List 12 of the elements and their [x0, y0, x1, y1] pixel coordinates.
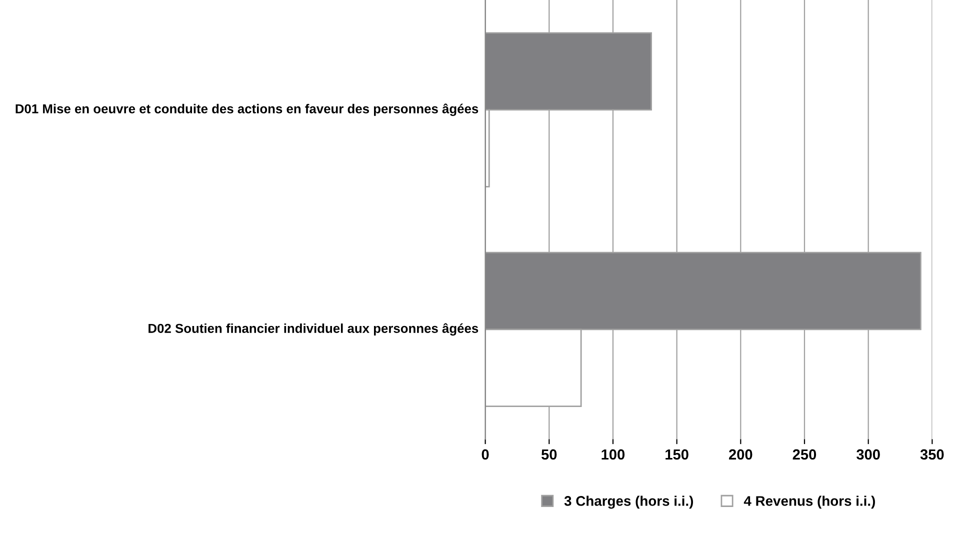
x-tick-label: 150: [666, 449, 688, 460]
legend-label: 4 Revenus (hors i.i.): [744, 496, 875, 509]
x-tick-label: 0: [482, 449, 489, 460]
x-tick-label: 350: [920, 449, 944, 460]
x-tick-label: 250: [792, 449, 816, 460]
x-tick-label: 50: [541, 449, 557, 460]
y-tick-label: D02 Soutien financier individuel aux personnes âgées: [148, 323, 478, 336]
x-tick-label: 300: [856, 449, 880, 460]
x-tick-label: 200: [729, 449, 752, 460]
x-tick-label: 100: [602, 449, 625, 460]
y-tick-label: D01 Mise en oeuvre et conduite des actions en faveur des personnes âgées: [16, 104, 478, 116]
legend-label: 3 Charges (hors i.i.): [564, 496, 694, 509]
